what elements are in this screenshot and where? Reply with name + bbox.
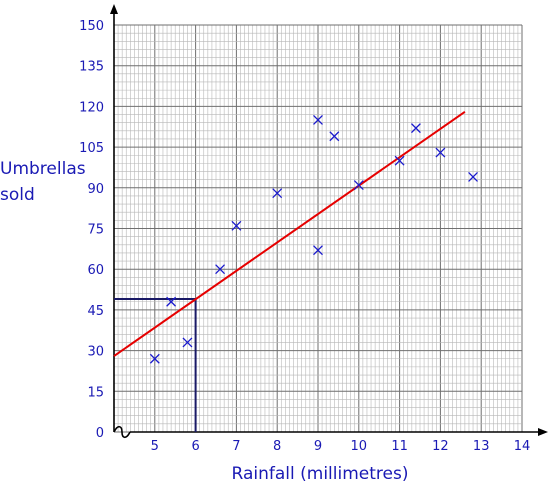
data-point: [166, 296, 177, 307]
x-tick-label: 9: [314, 439, 322, 454]
y-tick-label: 120: [79, 100, 104, 115]
x-axis-break: [113, 425, 131, 439]
x-tick-label: 10: [351, 439, 368, 454]
data-point: [182, 337, 193, 348]
axes: [110, 4, 548, 439]
x-tick-labels: 5 6 7 8 9 10 11 12 13 14: [151, 439, 531, 454]
data-point: [353, 180, 364, 191]
grid: [113, 24, 523, 433]
x-tick-label: 5: [151, 439, 159, 454]
y-axis-arrow: [110, 4, 118, 14]
data-point: [435, 147, 446, 158]
x-tick-label: 11: [391, 439, 408, 454]
data-point: [313, 245, 323, 256]
y-tick-labels: 0 15 30 45 60 75 90 105 120 135 150: [79, 19, 104, 441]
x-axis-label: Rainfall (millimetres): [232, 464, 409, 484]
x-tick-label: 6: [191, 439, 199, 454]
data-point: [468, 171, 478, 182]
y-axis-label-line-2: sold: [0, 185, 35, 205]
x-tick-label: 13: [473, 439, 490, 454]
x-tick-label: 14: [514, 439, 531, 454]
x-tick-label: 12: [432, 439, 449, 454]
data-point: [215, 264, 226, 275]
data-point: [394, 155, 405, 166]
x-tick-label: 8: [273, 439, 281, 454]
trend-line: [113, 111, 466, 357]
y-tick-label: 15: [87, 385, 104, 400]
y-tick-label: 135: [79, 60, 104, 75]
x-axis-arrow: [538, 428, 548, 436]
y-tick-label: 45: [87, 304, 104, 319]
y-axis-label-line-1: Umbrellas: [0, 159, 86, 179]
y-tick-label: 30: [87, 345, 104, 360]
data-point: [313, 115, 323, 125]
y-tick-label: 0: [96, 426, 104, 441]
trend-line-group: [113, 111, 466, 357]
data-point: [149, 353, 160, 364]
data-point: [272, 188, 283, 199]
y-tick-label: 90: [87, 182, 104, 197]
y-tick-label: 60: [87, 263, 104, 278]
y-tick-label: 75: [87, 223, 104, 238]
y-tick-label: 105: [79, 141, 104, 156]
data-point: [231, 220, 242, 231]
x-tick-label: 7: [232, 439, 240, 454]
data-points: [149, 115, 478, 364]
data-point: [329, 131, 340, 142]
data-point: [410, 123, 421, 134]
y-tick-label: 150: [79, 19, 104, 34]
